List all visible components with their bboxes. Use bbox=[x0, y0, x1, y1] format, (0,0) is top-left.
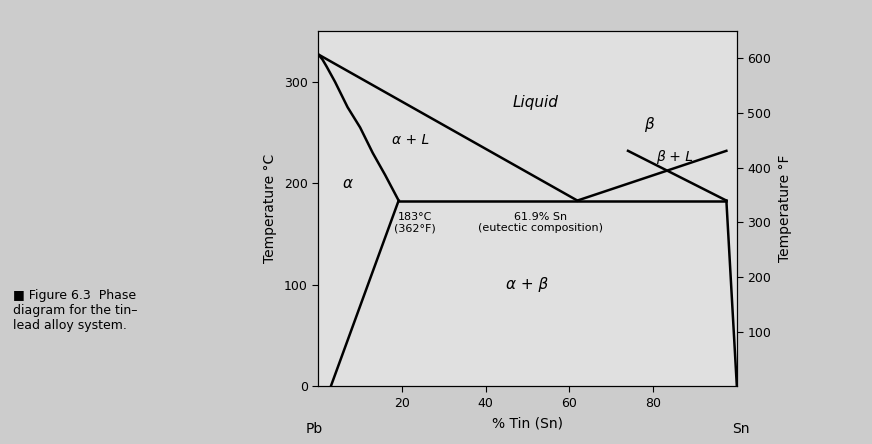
Text: β + L: β + L bbox=[656, 150, 692, 164]
Text: β: β bbox=[644, 117, 654, 132]
Text: α + β: α + β bbox=[507, 278, 548, 292]
Text: Sn: Sn bbox=[732, 422, 750, 436]
Text: 61.9% Sn
(eutectic composition): 61.9% Sn (eutectic composition) bbox=[478, 212, 603, 234]
Text: 183°C
(362°F): 183°C (362°F) bbox=[393, 212, 435, 234]
Text: α + L: α + L bbox=[392, 133, 429, 147]
Text: Pb: Pb bbox=[305, 422, 323, 436]
Text: Liquid: Liquid bbox=[513, 95, 559, 110]
Y-axis label: Temperature °C: Temperature °C bbox=[263, 154, 277, 263]
Y-axis label: Temperature °F: Temperature °F bbox=[778, 155, 792, 262]
Text: ■ Figure 6.3  Phase
diagram for the tin–
lead alloy system.: ■ Figure 6.3 Phase diagram for the tin– … bbox=[13, 289, 138, 332]
Text: α: α bbox=[343, 176, 352, 191]
X-axis label: % Tin (Sn): % Tin (Sn) bbox=[492, 416, 563, 431]
